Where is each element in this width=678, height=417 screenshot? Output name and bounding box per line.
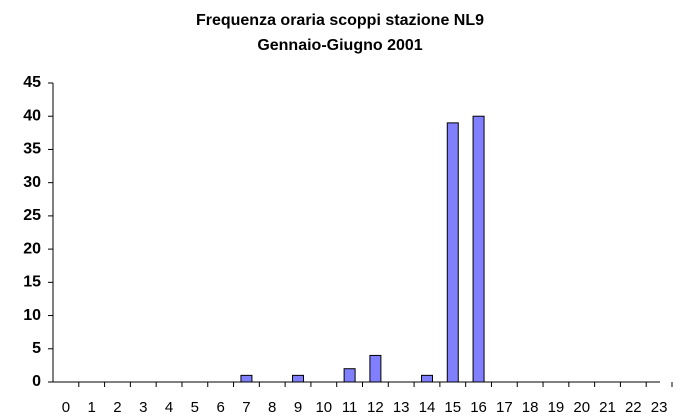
x-tick-label: 19 <box>548 399 565 416</box>
y-tick-label: 35 <box>23 141 41 158</box>
bar <box>420 374 433 383</box>
bar <box>343 368 356 383</box>
y-tick-label: 45 <box>23 74 41 91</box>
x-tick-label: 5 <box>191 399 199 416</box>
y-tick-label: 5 <box>32 340 41 357</box>
x-tick-label: 17 <box>496 399 513 416</box>
x-tick-label: 0 <box>62 399 70 416</box>
x-tick-label: 21 <box>599 399 616 416</box>
x-tick-label: 4 <box>165 399 173 416</box>
x-tick-label: 13 <box>393 399 410 416</box>
x-tick-label: 12 <box>367 399 384 416</box>
x-tick-label: 20 <box>573 399 590 416</box>
x-tick-label: 22 <box>625 399 642 416</box>
x-tick-label: 1 <box>88 399 96 416</box>
bar <box>472 115 485 383</box>
bar <box>446 122 459 383</box>
x-tick-label: 23 <box>651 399 668 416</box>
y-tick-label: 25 <box>23 207 41 224</box>
y-tick-label: 0 <box>32 373 41 390</box>
bar <box>369 354 382 383</box>
x-tick-label: 7 <box>242 399 250 416</box>
x-tick-label: 6 <box>216 399 224 416</box>
chart-title: Frequenza oraria scoppi stazione NL9 <box>196 12 484 29</box>
x-tick-label: 15 <box>444 399 461 416</box>
bar <box>292 374 305 383</box>
bar <box>240 374 253 383</box>
x-tick-label: 11 <box>342 399 358 416</box>
y-tick-label: 15 <box>23 274 41 291</box>
x-tick-label: 3 <box>139 399 147 416</box>
x-tick-label: 18 <box>522 399 539 416</box>
x-tick-label: 10 <box>315 399 332 416</box>
x-tick-label: 2 <box>113 399 121 416</box>
y-tick-label: 20 <box>23 240 41 257</box>
y-tick-label: 40 <box>23 107 41 124</box>
x-tick-label: 9 <box>294 399 302 416</box>
y-tick-label: 10 <box>23 307 41 324</box>
x-tick-label: 14 <box>419 399 436 416</box>
x-tick-label: 16 <box>470 399 487 416</box>
y-tick-label: 30 <box>23 174 41 191</box>
chart-subtitle: Gennaio-Giugno 2001 <box>257 37 422 54</box>
x-tick-label: 8 <box>268 399 276 416</box>
